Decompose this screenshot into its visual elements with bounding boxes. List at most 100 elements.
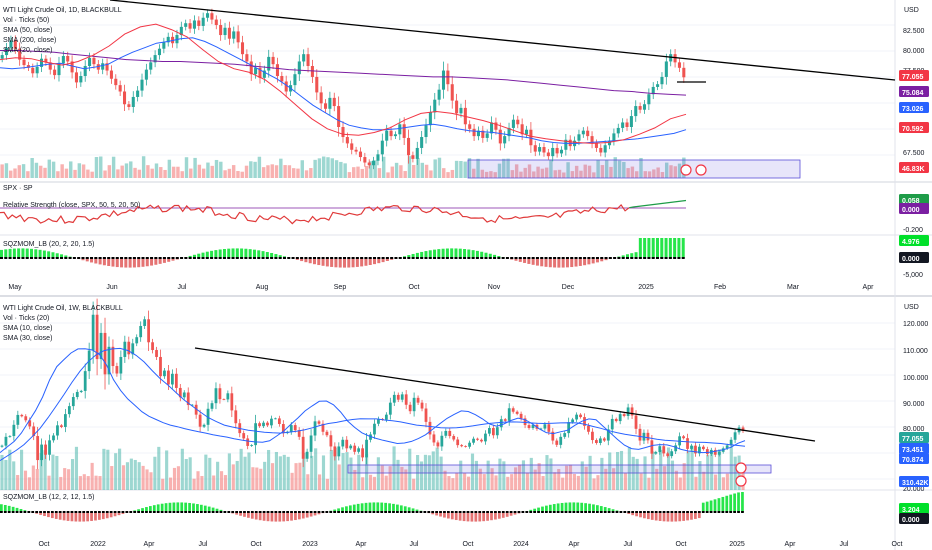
momentum-bar [337,508,340,512]
momentum-bar [109,512,113,518]
squeeze-dot [497,257,501,259]
squeeze-dot [639,511,642,513]
momentum-bar [647,238,651,258]
momentum-bar [168,502,172,512]
candle-body [232,31,236,39]
squeeze-dot [244,257,248,259]
candle-body [551,431,555,441]
squeeze-dot [630,257,634,259]
candle-body [210,403,214,409]
volume-bar [334,160,339,178]
volume-bar [9,170,13,178]
candle-body [484,433,487,442]
volume-bar [609,166,613,178]
momentum-bar [701,502,705,512]
momentum-bar [231,248,235,258]
squeeze-dot [171,257,175,259]
squeeze-dot [411,257,415,259]
squeeze-dot [537,511,540,513]
squeeze-dot [407,511,411,513]
squeeze-dot [682,511,686,513]
momentum-bar [435,512,438,516]
momentum-bar [531,258,535,265]
squeeze-dot [257,257,261,259]
squeeze-dot [458,511,462,513]
volume-bar [19,449,24,490]
tag-bg [899,443,929,454]
volume-bar [210,165,214,178]
candle-body [12,424,16,437]
squeeze-dot [282,257,286,259]
squeeze-dot [355,257,359,259]
momentum-bar [697,512,701,519]
volume-bar [251,467,255,490]
volume-bar [310,455,314,490]
momentum-bar [535,258,539,266]
volume-bar [133,167,137,178]
squeeze-dot [81,257,85,259]
trendline-weekly [194,347,816,442]
momentum-bar [399,505,403,512]
squeeze-dot [113,511,117,513]
tag-text: 4.976 [902,239,920,246]
volume-bar [282,454,286,490]
squeeze-dot [690,511,693,513]
momentum-bar [396,504,399,512]
candle-body [293,74,297,86]
candle-body [109,70,113,79]
momentum-bar [360,258,364,267]
candle-body [44,58,48,63]
momentum-bar [574,258,578,267]
volume-bar [493,172,497,178]
volume-bar [347,172,352,178]
volume-bar [404,469,408,490]
squeeze-dot [540,257,544,259]
volume-bar [702,471,706,490]
momentum-bar [117,512,121,516]
momentum-bar [203,505,207,512]
volume-bar [639,157,643,178]
bottom-x-tick: 2023 [302,541,318,548]
squeeze-dot [35,511,39,513]
candle-body [583,417,586,426]
momentum-bar [713,499,717,512]
volume-bar [212,475,216,490]
squeeze-dot [7,511,11,513]
volume-bar [433,159,437,178]
momentum-bar [572,502,576,512]
volume-bar [670,460,675,490]
candle-body [682,436,685,439]
momentum-bar [443,512,446,518]
squeeze-dot [261,257,265,259]
momentum-bar [478,512,482,522]
volume-bar [236,171,240,178]
candle-body [230,393,234,411]
bottom-y-tick: 90.000 [903,401,925,408]
momentum-bar [497,512,501,519]
volume-bar [86,169,90,178]
volume-bar [467,158,472,178]
candle-body [315,76,319,93]
momentum-bar [325,258,329,267]
candle-body [293,425,297,431]
squeeze-dot [23,511,27,513]
candle-body [267,56,271,71]
volume-bar [204,454,208,490]
squeeze-dot [603,511,607,513]
volume-bar [380,465,384,490]
tag-bg [899,252,929,263]
tag-text: 77.055 [902,74,924,81]
squeeze-dot [588,511,591,513]
volume-bar [176,166,180,178]
candle-body [136,90,140,97]
squeeze-dot [313,511,317,513]
squeeze-dot [681,257,685,259]
squeeze-dot [527,257,531,259]
candle-body [656,84,660,87]
momentum-bar [215,508,219,512]
candle-body [83,66,87,77]
volume-bar [583,164,587,178]
squeeze-dot [544,257,548,259]
squeeze-dot [650,511,654,513]
momentum-bar [305,512,309,518]
